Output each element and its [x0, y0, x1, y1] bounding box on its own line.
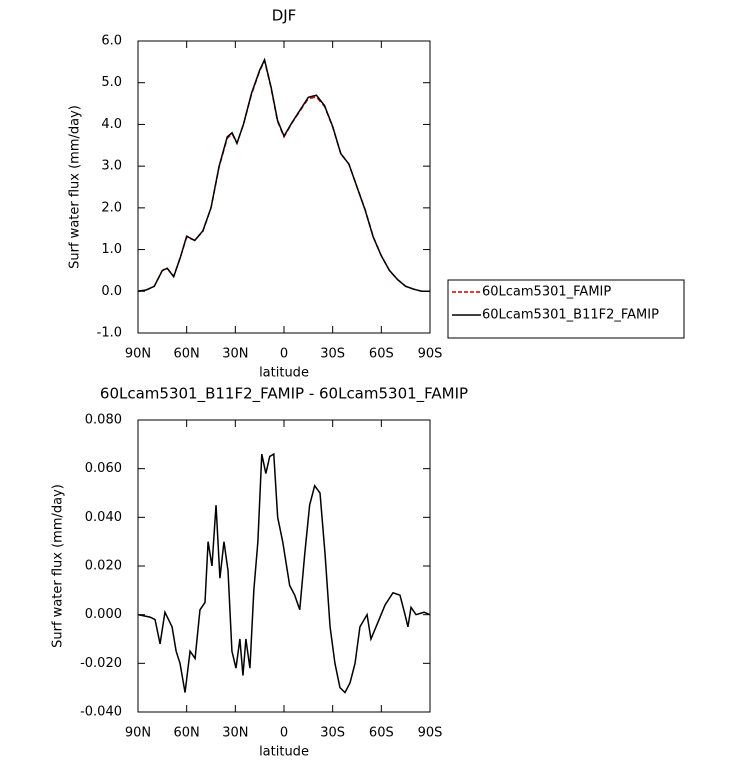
series-line — [137, 58, 430, 293]
y-tick-label: 4.0 — [101, 117, 122, 132]
x-tick-label: 0 — [280, 347, 288, 362]
x-tick-label: 90S — [418, 726, 443, 741]
y-tick-label: 0.000 — [85, 607, 122, 622]
y-tick-label: -0.020 — [80, 656, 122, 671]
series-line — [137, 452, 431, 694]
legend-label: 60Lcam5301_B11F2_FAMIP — [482, 308, 659, 323]
series-line — [137, 57, 430, 293]
x-tick-label: 60N — [174, 347, 200, 362]
x-axis-label: latitude — [259, 745, 309, 760]
x-tick-label: 90S — [418, 347, 443, 362]
x-tick-label: 60S — [369, 726, 394, 741]
chart-title: 60Lcam5301_B11F2_FAMIP - 60Lcam5301_FAMI… — [100, 385, 468, 404]
legend-label: 60Lcam5301_FAMIP — [482, 285, 611, 300]
x-tick-label: 60N — [174, 726, 200, 741]
x-tick-label: 60S — [369, 347, 394, 362]
x-tick-label: 90N — [125, 347, 151, 362]
y-tick-label: 0.040 — [85, 510, 122, 525]
x-tick-label: 30S — [320, 347, 345, 362]
y-tick-label: 5.0 — [101, 75, 122, 90]
y-tick-label: 0.080 — [85, 413, 122, 428]
chart-title: DJF — [272, 7, 297, 25]
y-tick-label: 2.0 — [101, 200, 122, 215]
x-tick-label: 90N — [125, 726, 151, 741]
y-tick-label: 0.060 — [85, 461, 122, 476]
y-tick-label: 3.0 — [101, 159, 122, 174]
plot-frame — [137, 419, 431, 713]
plot-frame — [137, 40, 431, 334]
x-tick-label: 0 — [280, 726, 288, 741]
x-tick-label: 30N — [222, 726, 248, 741]
y-axis-label: Surf water flux (mm/day) — [68, 105, 83, 269]
y-tick-label: 1.0 — [101, 242, 122, 257]
x-tick-label: 30S — [320, 726, 345, 741]
y-tick-label: -0.040 — [80, 705, 122, 720]
y-tick-label: -1.0 — [97, 326, 122, 341]
y-tick-label: 0.0 — [101, 284, 122, 299]
y-tick-label: 6.0 — [101, 34, 122, 49]
legend-box — [447, 279, 685, 339]
y-axis-label: Surf water flux (mm/day) — [51, 484, 66, 648]
x-axis-label: latitude — [259, 366, 309, 381]
x-tick-label: 30N — [222, 347, 248, 362]
y-tick-label: 0.020 — [85, 559, 122, 574]
